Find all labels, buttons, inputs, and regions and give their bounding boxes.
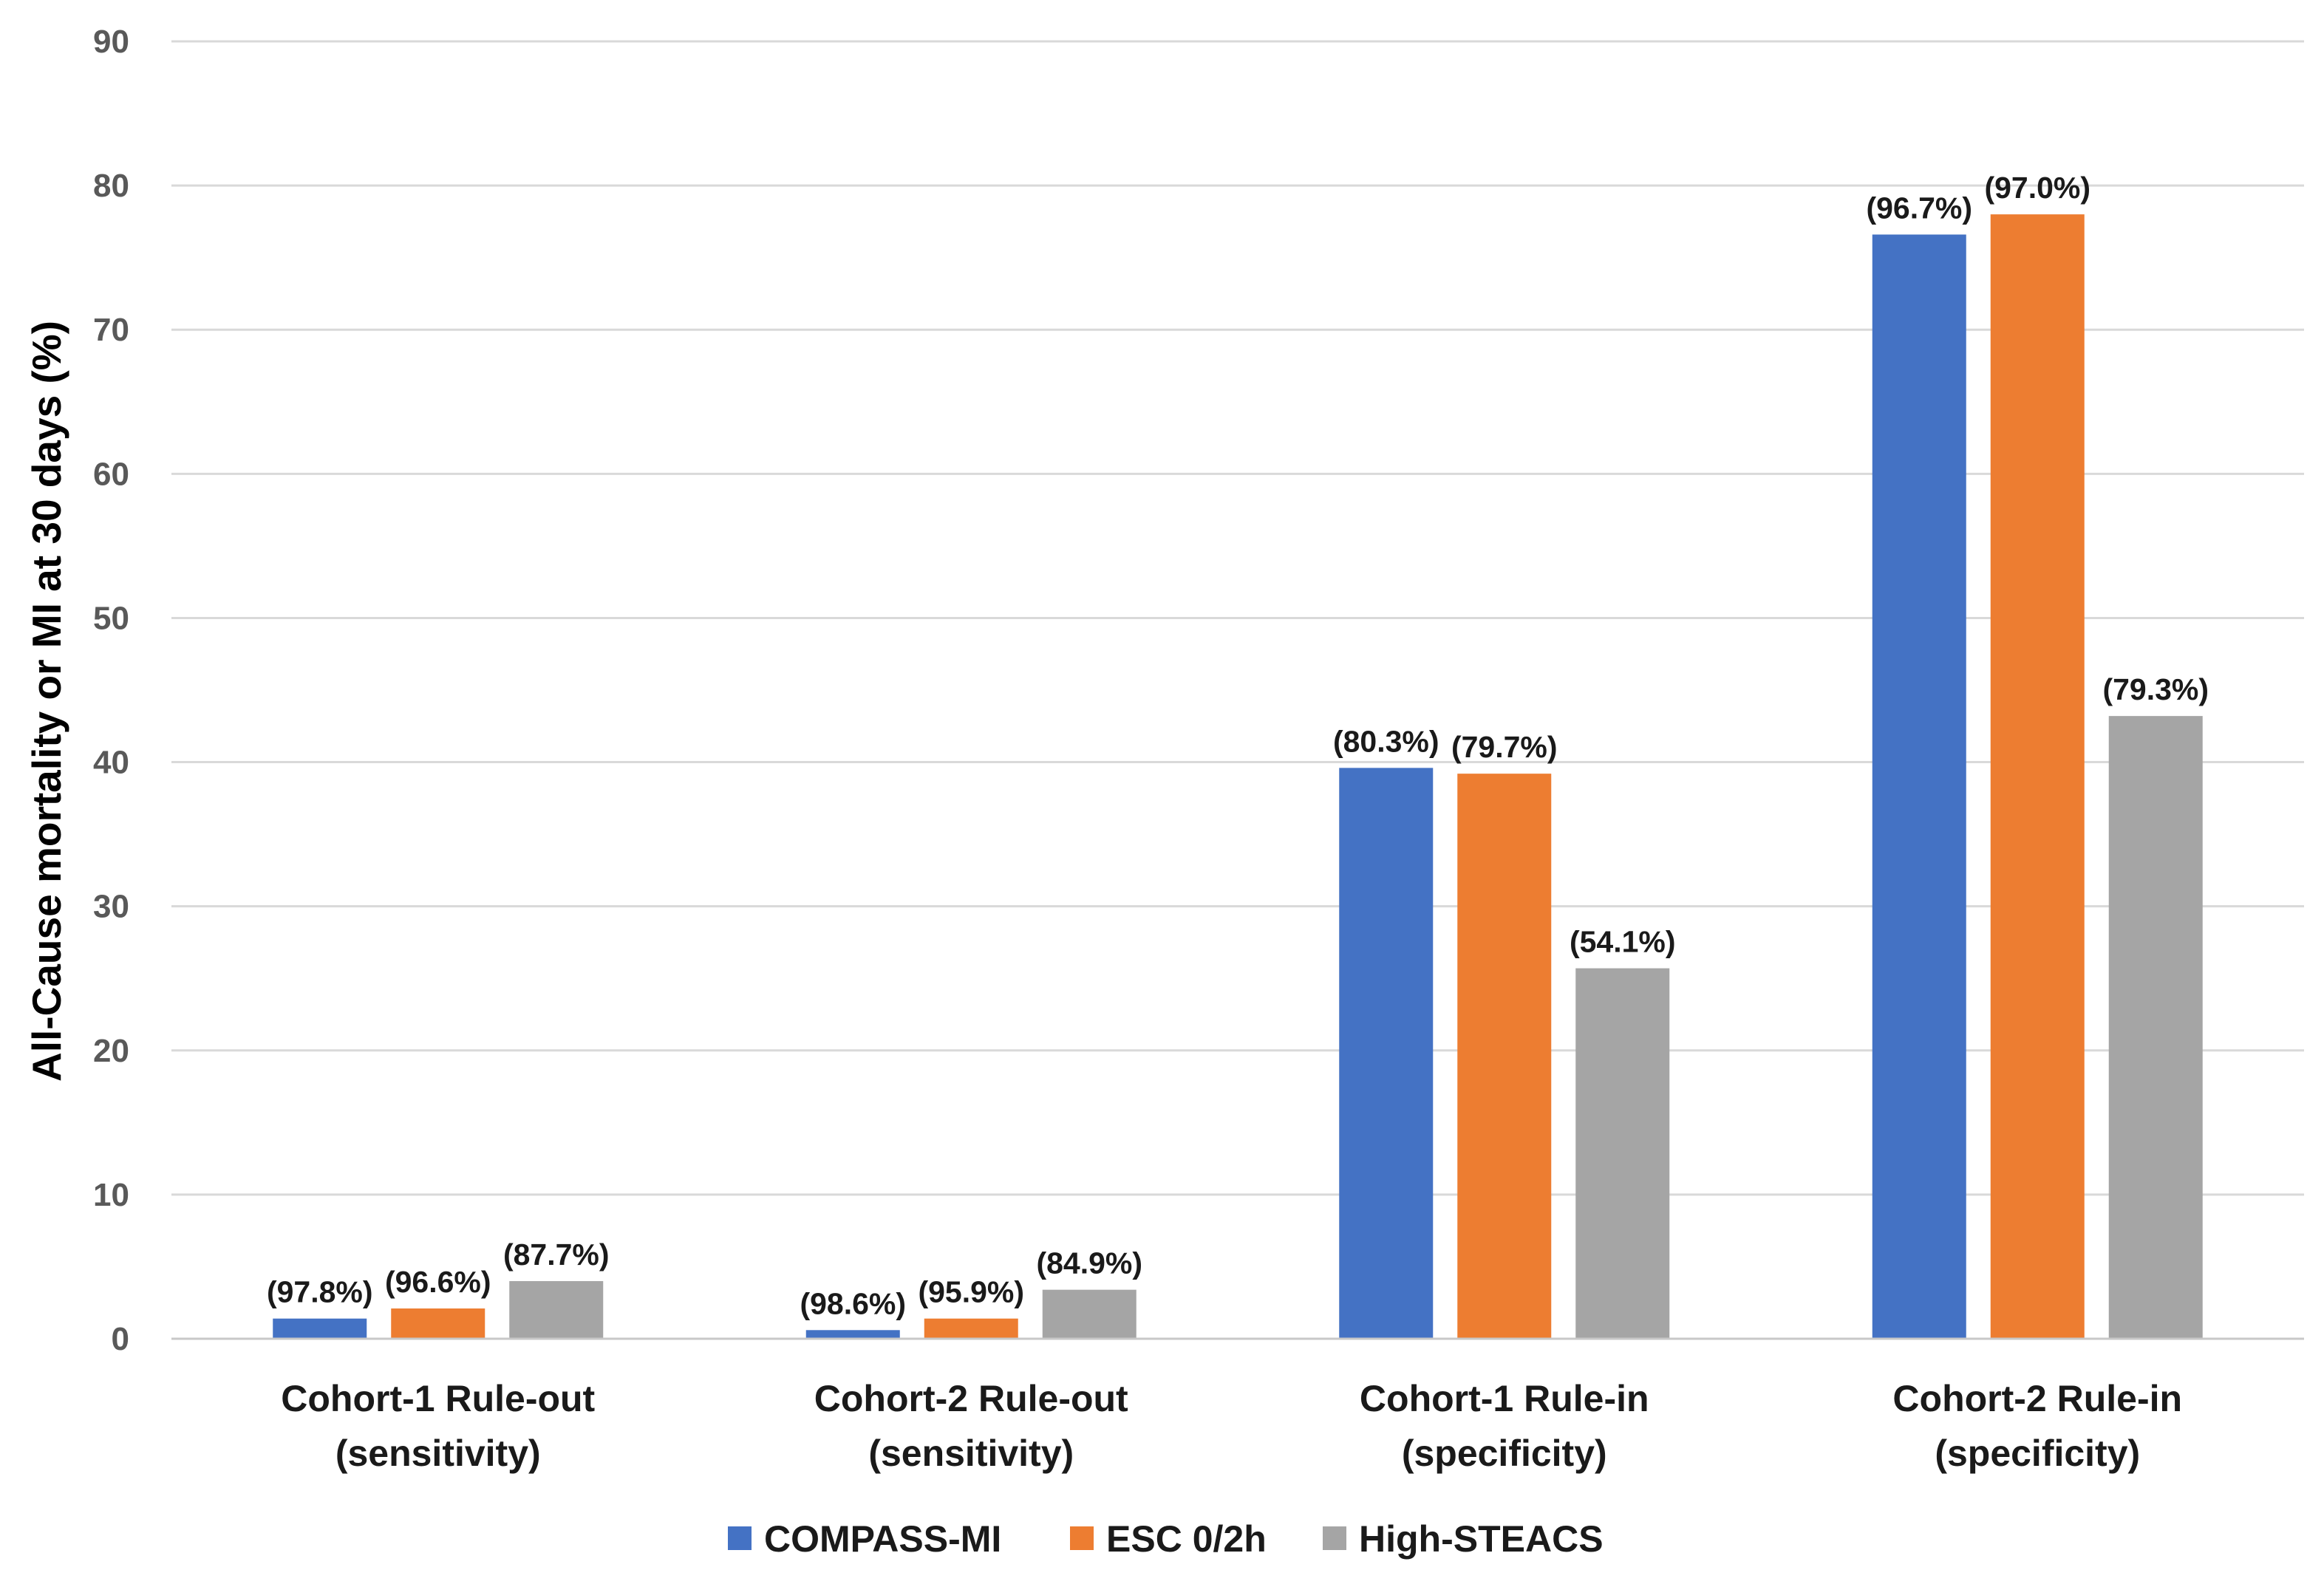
legend-label-esc-0-2h: ESC 0/2h xyxy=(1106,1518,1267,1560)
y-tick-label: 90 xyxy=(93,24,129,60)
data-label-esc-0-2h: (79.7%) xyxy=(1451,730,1558,764)
bar-compass-mi xyxy=(1339,768,1434,1339)
data-label-esc-0-2h: (96.6%) xyxy=(385,1265,491,1299)
data-label-high-steacs: (79.3%) xyxy=(2102,672,2209,706)
x-category-label: Cohort-2 Rule-out (sensitivity) xyxy=(814,1378,1128,1474)
bar-high-steacs xyxy=(1575,968,1670,1339)
data-label-high-steacs: (87.7%) xyxy=(503,1238,610,1272)
x-category-label: Cohort-2 Rule-in (specificity) xyxy=(1892,1378,2182,1474)
x-category-label: Cohort-1 Rule-in (specificity) xyxy=(1360,1378,1649,1474)
gridlines xyxy=(171,40,2304,1196)
x-axis-categories: Cohort-1 Rule-out (sensitivity) Cohort-2 R… xyxy=(281,1378,2182,1474)
y-axis-ticks: 0 10 20 30 40 50 60 70 80 90 xyxy=(93,24,129,1357)
bar-high-steacs xyxy=(1042,1289,1137,1339)
legend-item-high-steacs: High-STEACS xyxy=(1323,1518,1604,1560)
data-label-esc-0-2h: (95.9%) xyxy=(918,1275,1024,1309)
bar-esc-0-2h xyxy=(1990,214,2085,1339)
legend: COMPASS-MI ESC 0/2h High-STEACS xyxy=(728,1518,1604,1560)
y-axis-label: All-Cause mortality or MI at 30 days (%) xyxy=(24,321,69,1082)
legend-swatch-high-steacs xyxy=(1323,1526,1346,1550)
bar-compass-mi xyxy=(805,1330,900,1339)
legend-swatch-esc-0-2h xyxy=(1070,1526,1094,1550)
data-label-high-steacs: (54.1%) xyxy=(1570,925,1676,959)
bar-esc-0-2h xyxy=(391,1308,485,1339)
legend-label-high-steacs: High-STEACS xyxy=(1359,1518,1604,1560)
y-tick-label: 80 xyxy=(93,168,129,204)
y-tick-label: 30 xyxy=(93,889,129,925)
data-label-esc-0-2h: (97.0%) xyxy=(1984,171,2090,205)
y-tick-label: 20 xyxy=(93,1033,129,1069)
y-tick-label: 70 xyxy=(93,312,129,348)
y-tick-label: 0 xyxy=(112,1321,129,1357)
legend-item-compass-mi: COMPASS-MI xyxy=(728,1518,1001,1560)
bars xyxy=(273,214,2203,1339)
data-label-compass-mi: (98.6%) xyxy=(800,1286,906,1320)
bar-esc-0-2h xyxy=(1457,774,1552,1339)
data-label-compass-mi: (80.3%) xyxy=(1333,724,1439,758)
data-label-high-steacs: (84.9%) xyxy=(1036,1246,1142,1280)
data-labels: (97.8%) (98.6%) (80.3%) (96.7%) (96.6%) (95.9… xyxy=(267,171,2209,1320)
bar-esc-0-2h xyxy=(924,1318,1018,1339)
legend-item-esc-0-2h: ESC 0/2h xyxy=(1070,1518,1267,1560)
x-category-label: Cohort-1 Rule-out (sensitivity) xyxy=(281,1378,595,1474)
data-label-compass-mi: (97.8%) xyxy=(267,1275,373,1309)
legend-swatch-compass-mi xyxy=(728,1526,752,1550)
bar-compass-mi xyxy=(1872,234,1966,1339)
data-label-compass-mi: (96.7%) xyxy=(1866,191,1972,225)
bar-high-steacs xyxy=(509,1280,604,1339)
bar-compass-mi xyxy=(273,1318,367,1339)
y-tick-label: 50 xyxy=(93,600,129,636)
y-tick-label: 40 xyxy=(93,745,129,781)
y-tick-label: 60 xyxy=(93,456,129,492)
legend-label-compass-mi: COMPASS-MI xyxy=(764,1518,1001,1560)
y-tick-label: 10 xyxy=(93,1177,129,1213)
bar-high-steacs xyxy=(2108,716,2203,1339)
